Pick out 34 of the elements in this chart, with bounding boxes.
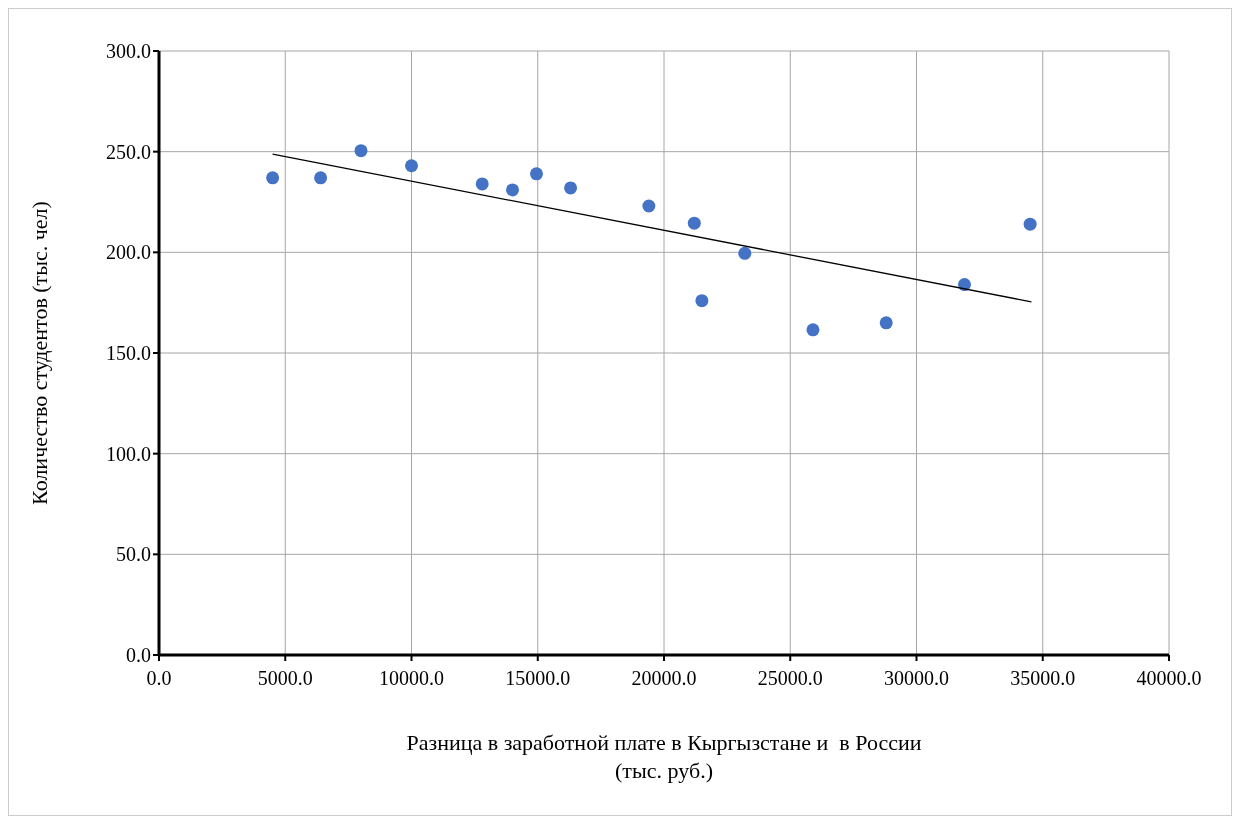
- point: [266, 171, 280, 185]
- x-tick-label: 30000.0: [884, 667, 949, 690]
- y-axis-title: Количество студентов (тыс. чел): [26, 201, 52, 505]
- point: [354, 144, 368, 158]
- x-tick-label: 40000.0: [1136, 667, 1202, 690]
- point: [957, 278, 971, 292]
- point: [405, 159, 418, 173]
- y-tick-label: 150.0: [106, 342, 151, 365]
- point: [529, 167, 543, 181]
- x-tick-label: 5000.0: [257, 667, 313, 690]
- x-tick-label: 10000.0: [379, 667, 444, 690]
- x-tick-label: 15000.0: [505, 667, 571, 690]
- point: [564, 181, 578, 195]
- y-tick-label: 300.0: [106, 40, 151, 63]
- y-tick-label: 250.0: [106, 140, 151, 163]
- point: [738, 246, 752, 260]
- x-axis-title: Разница в заработной плате в Кыргызстане и в России (тыс. руб.): [406, 730, 922, 783]
- point: [879, 316, 893, 330]
- x-tick-label: 20000.0: [631, 667, 697, 690]
- x-tick-label: 35000.0: [1010, 667, 1076, 690]
- x-tick-label: 0.0: [146, 667, 172, 690]
- point: [687, 216, 701, 230]
- point: [1023, 217, 1037, 231]
- point: [695, 294, 709, 308]
- x-tick-label: 25000.0: [757, 667, 823, 690]
- point: [806, 323, 820, 337]
- point: [314, 171, 328, 185]
- point: [475, 177, 489, 191]
- y-tick-label: 50.0: [116, 543, 151, 566]
- y-tick-label: 0.0: [126, 644, 151, 667]
- point: [506, 183, 519, 197]
- point: [642, 199, 656, 213]
- y-tick-label: 200.0: [106, 241, 151, 264]
- y-tick-label: 100.0: [106, 442, 151, 465]
